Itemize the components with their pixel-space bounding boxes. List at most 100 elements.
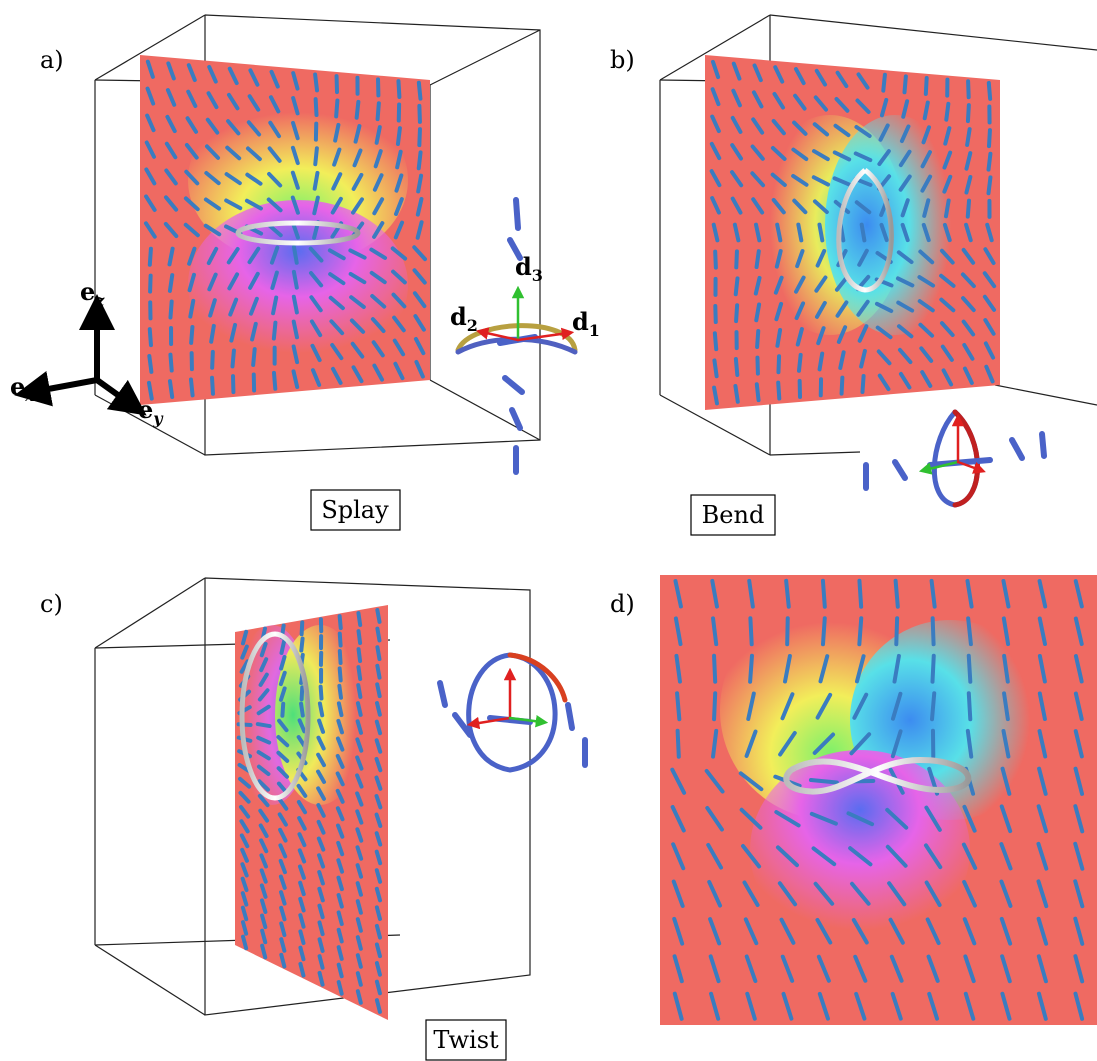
director	[714, 693, 715, 719]
director	[191, 379, 193, 395]
director	[736, 251, 737, 267]
director	[932, 693, 934, 719]
director	[258, 724, 270, 726]
director	[274, 323, 276, 339]
director	[315, 173, 318, 189]
director	[211, 326, 214, 342]
figure: ez ex ey d3 d2 d1 a) b) c) d) Splay Bend…	[0, 0, 1097, 1061]
director	[302, 687, 303, 699]
director	[170, 355, 171, 371]
director	[358, 667, 360, 679]
director	[170, 302, 171, 318]
director	[967, 129, 969, 145]
director	[714, 656, 715, 682]
director	[926, 78, 927, 94]
director	[301, 639, 302, 651]
director	[750, 618, 751, 644]
director	[398, 128, 400, 144]
director	[340, 668, 341, 680]
director	[989, 83, 990, 99]
director	[358, 685, 360, 697]
director	[757, 331, 758, 347]
director	[419, 152, 421, 168]
director	[989, 130, 990, 146]
director	[799, 355, 801, 371]
director	[340, 616, 341, 628]
director	[358, 613, 360, 625]
director	[714, 388, 717, 404]
director	[302, 622, 303, 634]
director	[968, 618, 971, 644]
director	[315, 148, 317, 164]
director	[968, 81, 969, 97]
director	[212, 378, 213, 394]
director	[282, 704, 283, 716]
director	[150, 249, 151, 265]
director	[357, 102, 359, 118]
director	[883, 75, 885, 91]
director	[170, 275, 172, 291]
director	[419, 129, 420, 145]
director	[933, 618, 934, 644]
director	[358, 703, 361, 715]
director	[778, 356, 779, 372]
director	[896, 618, 897, 644]
director	[336, 100, 337, 116]
director	[946, 200, 949, 216]
director	[811, 780, 837, 782]
frame-label: d2	[450, 302, 478, 335]
director	[823, 581, 825, 607]
director	[946, 104, 948, 120]
director	[989, 154, 991, 170]
director	[316, 99, 317, 115]
director	[842, 378, 843, 394]
director	[282, 641, 285, 653]
frame-label: d3	[515, 252, 543, 285]
director	[149, 356, 151, 372]
director	[378, 103, 379, 119]
director	[377, 666, 379, 678]
director	[340, 651, 341, 663]
inset-c	[440, 655, 585, 770]
director	[359, 649, 361, 661]
director	[736, 359, 737, 375]
caption: Twist	[433, 1026, 499, 1054]
director	[170, 381, 172, 397]
director	[787, 618, 788, 644]
director	[757, 384, 759, 400]
axis-label: ex	[10, 372, 35, 405]
director	[819, 225, 822, 241]
director	[756, 304, 759, 320]
director	[988, 177, 990, 193]
director	[315, 75, 317, 91]
director	[968, 105, 969, 121]
director	[339, 686, 341, 698]
inset-b	[866, 412, 1044, 505]
director	[904, 76, 905, 92]
director	[969, 656, 971, 682]
director	[419, 106, 420, 122]
director	[820, 354, 823, 370]
panel-label: a)	[40, 46, 64, 74]
director	[377, 703, 380, 715]
director	[398, 81, 399, 97]
director	[377, 610, 379, 622]
director	[932, 656, 933, 682]
director	[862, 376, 863, 392]
director	[253, 349, 255, 365]
director	[150, 329, 151, 345]
inset-a	[458, 200, 575, 472]
director	[968, 201, 969, 217]
director	[678, 731, 679, 757]
caption: Bend	[702, 501, 765, 529]
director	[212, 352, 213, 368]
director	[896, 581, 898, 607]
director	[736, 278, 738, 294]
director	[191, 327, 192, 343]
director	[859, 581, 861, 607]
director	[778, 383, 779, 399]
director	[320, 704, 322, 716]
director	[714, 360, 716, 376]
director	[715, 252, 716, 268]
director	[859, 618, 861, 644]
